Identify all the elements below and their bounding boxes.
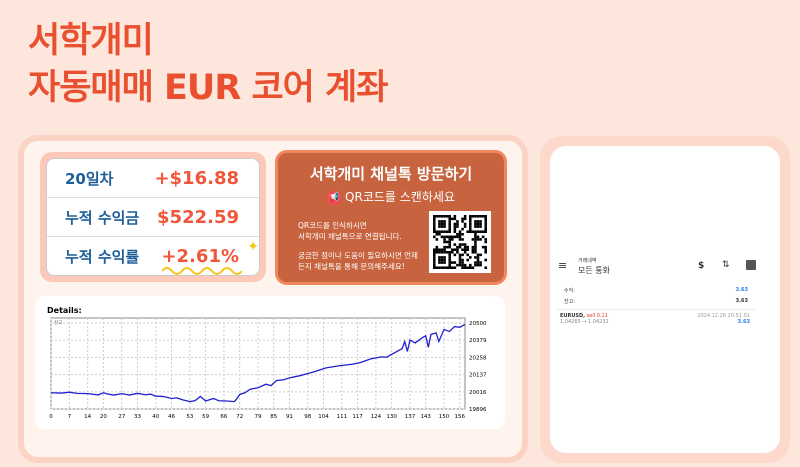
x-tick-label: 85 [270, 414, 277, 420]
balance-label: 잔고: [564, 299, 575, 305]
stat-value: $522.59 [157, 206, 239, 228]
x-tick-label: 156 [455, 414, 466, 420]
x-tick-label: 7 [68, 414, 72, 420]
y-tick-label: 19896 [469, 407, 487, 413]
x-tick-label: 117 [352, 414, 363, 420]
balance-row: 잔고: 3.63 [564, 298, 748, 305]
phone-mockup: ≡ 거래내역 모든 통화 $ ⇅ 수익: 3.63 잔고: 3.63 EURUSD,… [540, 136, 790, 463]
stats-card: 20일차 +$16.88 누적 수익금 $522.59 누적 수익률 +2.61% ✦ [40, 152, 266, 282]
sort-icon[interactable]: ⇅ [722, 260, 730, 270]
qr-text: 든지 채널톡을 통해 문의해주세요! [298, 262, 405, 271]
trade-symbol: EURUSD, [560, 313, 586, 319]
phone-screen: ≡ 거래내역 모든 통화 $ ⇅ 수익: 3.63 잔고: 3.63 EURUSD,… [550, 146, 780, 453]
x-tick-label: 72 [236, 414, 243, 420]
menu-icon[interactable]: ≡ [558, 259, 568, 272]
squiggle-decoration [162, 267, 242, 275]
trade-time: 2024.12.26 20:51:01 [697, 313, 750, 319]
currency-icon[interactable]: $ [698, 261, 705, 271]
qr-subtitle-text: QR코드를 스캔하세요 [345, 190, 455, 204]
title-line2: 자동매매 EUR 코어 계좌 [28, 68, 388, 108]
calendar-icon[interactable] [746, 260, 756, 270]
stat-row: 누적 수익률 +2.61% ✦ [47, 237, 259, 276]
qr-text: 서학개미 채널톡으로 연결됩니다. [298, 232, 402, 241]
stat-label: 누적 수익률 [65, 248, 140, 266]
x-tick-label: 40 [152, 414, 159, 420]
megaphone-icon: 📢 [327, 190, 342, 205]
profit-row: 수익: 3.63 [564, 287, 748, 294]
profit-value: 3.63 [735, 287, 748, 293]
balance-chart: 0 7 14 20 27 33 40 46 53 59 66 72 79 85 91 98 104 111 117 1… [49, 317, 487, 420]
balance-line [50, 323, 466, 403]
trade-prices: 1.04265 → 1.04232 [560, 319, 609, 325]
x-tick-label: 66 [220, 414, 227, 420]
x-tick-label: 53 [186, 414, 193, 420]
x-tick-label: 27 [118, 414, 125, 420]
x-tick-label: 130 [386, 414, 397, 420]
x-tick-label: 59 [202, 414, 209, 420]
y-tick-label: 20016 [469, 390, 487, 396]
legend-label: 잔고 [54, 319, 62, 326]
profit-label: 수익: [564, 288, 575, 294]
x-tick-label: 150 [439, 414, 450, 420]
stat-label: 누적 수익금 [65, 208, 140, 227]
balance-value: 3.63 [735, 298, 748, 304]
qr-text: QR코드를 인식하시면 [298, 221, 367, 230]
y-tick-label: 20500 [469, 321, 487, 327]
trade-pl: 3.63 [737, 319, 750, 325]
qr-text: 궁금한 점이나 도움이 필요하시면 언제 [298, 251, 418, 260]
page-title: 서학개미 자동매매 EUR 코어 계좌 [28, 18, 388, 112]
y-tick-label: 20379 [469, 338, 487, 344]
trade-side: sell 0.11 [586, 313, 608, 319]
stat-value: +$16.88 [154, 167, 239, 189]
stat-row: 누적 수익금 $522.59 [47, 198, 259, 237]
x-tick-label: 143 [420, 414, 431, 420]
x-tick-label: 98 [304, 414, 311, 420]
x-tick-label: 14 [84, 414, 91, 420]
header-title: 모든 통화 [578, 266, 610, 275]
chart-title: Details: [47, 306, 82, 315]
stat-row: 20일차 +$16.88 [47, 159, 259, 198]
x-tick-label: 46 [168, 414, 175, 420]
x-tick-label: 20 [100, 414, 107, 420]
x-tick-label: 111 [337, 414, 348, 420]
x-tick-label: 137 [405, 414, 416, 420]
x-tick-label: 79 [255, 414, 262, 420]
stat-label: 20일차 [65, 169, 114, 188]
trade-item[interactable]: EURUSD, sell 0.11 2024.12.26 20:51:01 1.0… [560, 313, 750, 325]
qr-title: 서학개미 채널톡 방문하기 [309, 165, 473, 183]
x-tick-label: 104 [318, 414, 329, 420]
qr-subtitle: 📢 QR코드를 스캔하세요 [278, 188, 504, 205]
x-tick-label: 33 [134, 414, 141, 420]
stat-value: +2.61% [161, 246, 239, 267]
x-tick-label: 91 [286, 414, 293, 420]
title-line1: 서학개미 [28, 21, 154, 61]
header-small: 거래내역 [578, 258, 597, 264]
y-tick-label: 20258 [469, 355, 487, 361]
chart-card: Details: 0 7 14 20 27 33 40 46 53 59 66 72 79 85 91 98 1… [35, 296, 505, 429]
x-tick-label: 0 [49, 414, 53, 420]
sparkle-icon: ✦ [247, 239, 259, 255]
y-tick-label: 20137 [469, 373, 487, 379]
x-tick-label: 124 [371, 414, 382, 420]
qr-code[interactable] [429, 211, 491, 273]
